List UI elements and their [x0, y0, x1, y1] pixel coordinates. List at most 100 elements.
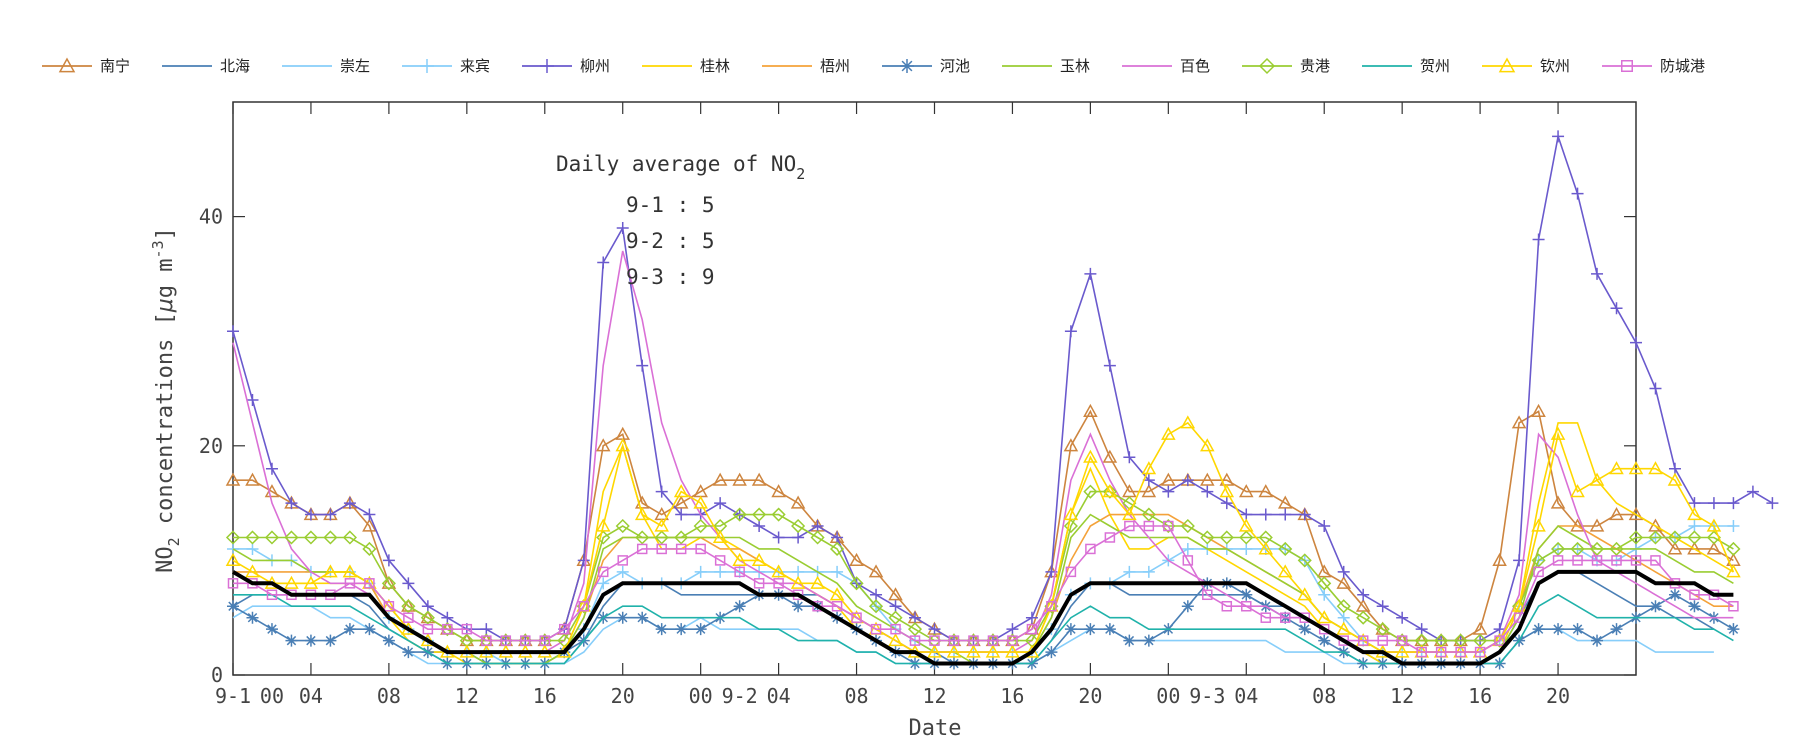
data-point: [1550, 426, 1566, 440]
data-point: [714, 555, 726, 566]
data-point: [868, 599, 884, 614]
data-point: [615, 438, 630, 452]
data-point: [246, 542, 259, 555]
data-point: [1591, 555, 1603, 566]
data-point: [1241, 600, 1252, 612]
data-point: [694, 565, 707, 578]
legend-label: 钦州: [1540, 57, 1570, 75]
data-point: [870, 623, 882, 635]
data-point: [1687, 530, 1702, 545]
data-point: [595, 438, 611, 452]
data-point: [1085, 543, 1096, 555]
data-point: [909, 611, 922, 624]
data-point: [363, 623, 376, 636]
data-point: [1376, 600, 1389, 613]
series-桂林: [232, 422, 1734, 665]
data-point: [1063, 518, 1078, 534]
data-point: [342, 530, 357, 545]
data-point: [363, 508, 376, 521]
data-point: [616, 565, 629, 578]
legend-label: 贺州: [1420, 57, 1450, 75]
data-point: [1103, 623, 1116, 636]
data-point: [1394, 644, 1410, 658]
legend-item: 防城港: [1602, 57, 1705, 75]
data-point: [1668, 588, 1681, 601]
data-point: [1141, 484, 1157, 498]
data-point: [636, 359, 649, 372]
data-point: [1727, 497, 1740, 510]
data-point: [1123, 451, 1136, 464]
y-axis-title: NO2 concentrations [μg m-3]: [149, 227, 183, 573]
data-point: [1142, 565, 1155, 578]
chart-annotation: Daily average of NO2 9-1 : 5 9-2 : 5 9-3…: [556, 152, 805, 289]
data-point: [1572, 555, 1583, 566]
data-point: [1589, 518, 1605, 532]
legend-label: 崇左: [340, 57, 370, 75]
data-point: [636, 611, 649, 624]
x-tick-label: 9-1: [215, 684, 251, 708]
annotation-line-2: 9-2 : 5: [626, 229, 715, 253]
data-point: [1336, 599, 1351, 614]
data-point: [1240, 542, 1253, 555]
data-point: [1200, 472, 1215, 486]
data-point: [1571, 187, 1584, 200]
legend-label: 桂林: [700, 57, 730, 75]
data-point: [225, 472, 241, 486]
data-point: [634, 507, 650, 521]
data-point: [1727, 623, 1740, 636]
series-line: [233, 525, 1734, 653]
data-point: [1628, 507, 1644, 521]
legend-item: 柳州: [522, 57, 610, 75]
data-point: [1122, 507, 1137, 521]
data-point: [617, 555, 628, 566]
data-point: [1084, 623, 1097, 636]
data-point: [907, 622, 923, 637]
data-point: [655, 485, 668, 498]
data-point: [1531, 518, 1546, 532]
data-point: [1455, 646, 1466, 658]
data-point: [849, 552, 864, 566]
data-point: [461, 623, 473, 635]
data-point: [1279, 508, 1292, 521]
legend-item: 河池: [882, 57, 970, 75]
data-point: [1337, 565, 1350, 578]
data-point: [1277, 564, 1293, 578]
data-point: [1083, 484, 1098, 499]
data-point: [1005, 644, 1020, 658]
data-point: [1550, 541, 1566, 557]
data-point: [831, 531, 844, 544]
data-point: [732, 507, 747, 522]
data-point: [1258, 484, 1274, 498]
data-point: [1182, 555, 1194, 566]
legend-label: 玉林: [1060, 57, 1090, 75]
data-point: [890, 623, 901, 635]
data-point: [790, 495, 806, 509]
data-point: [324, 508, 337, 521]
data-point: [1552, 623, 1565, 636]
data-point: [1181, 474, 1194, 487]
data-point: [381, 575, 397, 589]
data-point: [481, 635, 492, 646]
data-point: [1726, 564, 1741, 578]
data-point: [1318, 520, 1331, 533]
data-point: [227, 578, 239, 589]
data-point: [851, 612, 862, 623]
data-point: [1102, 484, 1118, 498]
series-line: [231, 569, 1734, 666]
data-point: [1298, 508, 1311, 521]
data-point: [402, 577, 415, 590]
data-point: [1180, 518, 1195, 534]
data-point: [343, 497, 356, 510]
data-point: [285, 497, 298, 510]
data-point: [245, 530, 260, 545]
data-point: [1025, 611, 1038, 624]
data-point: [831, 600, 843, 612]
data-point: [1610, 302, 1623, 315]
data-point: [265, 462, 278, 475]
data-point: [1648, 530, 1663, 545]
series-layer: [225, 130, 1779, 670]
plot-frame: [232, 101, 1637, 676]
data-point: [1377, 635, 1388, 646]
data-point: [909, 635, 921, 646]
data-point: [382, 554, 395, 567]
